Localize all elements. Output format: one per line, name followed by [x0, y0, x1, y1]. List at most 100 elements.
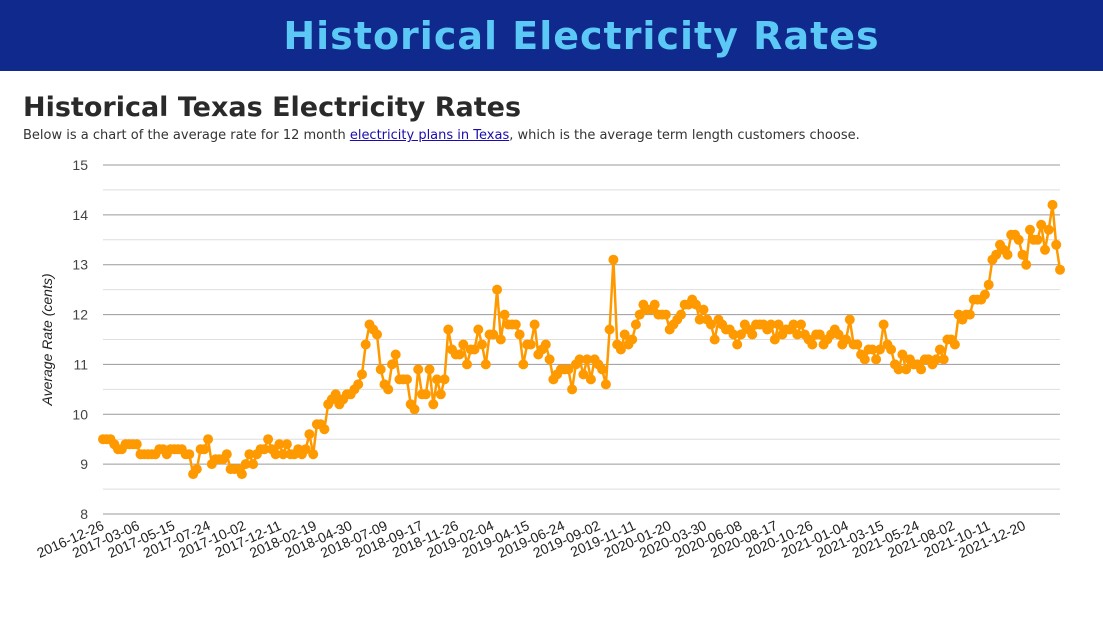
data-point	[1055, 264, 1065, 275]
data-point	[518, 359, 529, 370]
data-point	[360, 339, 371, 350]
data-point	[514, 329, 525, 340]
data-point	[871, 354, 882, 365]
data-point	[244, 449, 255, 460]
y-tick-label: 9	[80, 456, 88, 472]
data-point	[383, 384, 394, 395]
data-point	[270, 449, 281, 460]
data-point	[814, 329, 825, 340]
data-point	[608, 254, 619, 265]
data-point	[544, 354, 555, 365]
data-point	[428, 399, 439, 410]
data-point	[372, 329, 382, 340]
data-point	[435, 389, 446, 400]
data-point	[878, 319, 889, 330]
data-point	[1017, 249, 1028, 260]
data-point	[184, 449, 195, 460]
data-point	[792, 329, 803, 340]
data-point	[357, 369, 367, 380]
data-point	[240, 459, 251, 470]
data-point	[585, 374, 596, 385]
data-point	[1036, 219, 1047, 230]
data-point	[769, 334, 780, 345]
data-point	[1002, 249, 1013, 260]
data-point	[203, 434, 214, 445]
desc-text-after: , which is the average term length custo…	[509, 128, 860, 143]
data-point	[897, 349, 908, 360]
data-point	[796, 319, 806, 330]
data-point	[582, 354, 593, 365]
data-point	[934, 344, 945, 355]
data-point	[901, 364, 912, 375]
data-point	[236, 469, 247, 480]
data-point	[263, 434, 274, 445]
data-point	[330, 389, 341, 400]
data-point	[1043, 224, 1054, 235]
data-point	[462, 359, 472, 370]
data-point	[492, 284, 503, 295]
data-point	[540, 339, 551, 350]
data-point	[420, 389, 431, 400]
data-point	[308, 449, 319, 460]
data-point	[390, 349, 401, 360]
data-point	[949, 339, 960, 350]
data-point	[1025, 224, 1035, 235]
data-point	[867, 344, 878, 355]
data-point	[574, 354, 585, 365]
data-point	[191, 464, 202, 475]
data-point	[1032, 234, 1043, 245]
data-point	[660, 309, 671, 320]
y-axis-label: Average Rate (cents)	[39, 273, 55, 406]
y-tick-label: 10	[72, 406, 88, 422]
y-tick-label: 8	[80, 506, 88, 522]
data-point	[424, 364, 435, 375]
data-point	[1013, 234, 1024, 245]
data-point	[886, 344, 897, 355]
data-point	[375, 364, 386, 375]
data-point	[454, 349, 465, 360]
data-point	[432, 374, 442, 385]
data-point	[706, 319, 716, 330]
data-point	[274, 439, 285, 450]
data-point	[469, 344, 480, 355]
page-heading: Historical Texas Electricity Rates	[23, 92, 522, 123]
data-point	[477, 339, 487, 350]
desc-text-before: Below is a chart of the average rate for…	[23, 128, 350, 143]
texas-plans-link[interactable]: electricity plans in Texas	[349, 128, 510, 143]
data-point	[736, 329, 746, 340]
data-point	[387, 359, 397, 370]
data-point	[439, 374, 450, 385]
chart-description: Below is a chart of the average rate for…	[23, 128, 860, 143]
data-point	[131, 439, 142, 450]
data-point	[597, 364, 608, 375]
data-point	[694, 314, 705, 325]
data-point	[278, 449, 289, 460]
data-point	[691, 299, 701, 310]
data-point	[698, 304, 709, 315]
data-point	[844, 314, 855, 325]
data-point	[964, 309, 975, 320]
data-point	[221, 449, 232, 460]
data-point	[874, 344, 885, 355]
data-point	[510, 319, 521, 330]
data-point	[615, 344, 626, 355]
data-point	[709, 334, 720, 345]
data-point	[525, 339, 536, 350]
data-point	[409, 404, 420, 415]
data-point	[766, 319, 776, 330]
data-point	[747, 329, 758, 340]
data-point	[488, 329, 499, 340]
data-point	[529, 319, 540, 330]
y-tick-label: 14	[72, 207, 88, 223]
data-point	[304, 429, 315, 440]
data-point	[788, 319, 799, 330]
y-tick-label: 13	[72, 257, 88, 273]
data-point	[248, 459, 259, 470]
site-banner: Historical Electricity Rates	[0, 0, 1103, 71]
data-point	[979, 289, 990, 300]
data-point	[281, 439, 292, 450]
data-point	[499, 309, 510, 320]
data-point	[938, 354, 949, 365]
data-point	[807, 339, 818, 350]
